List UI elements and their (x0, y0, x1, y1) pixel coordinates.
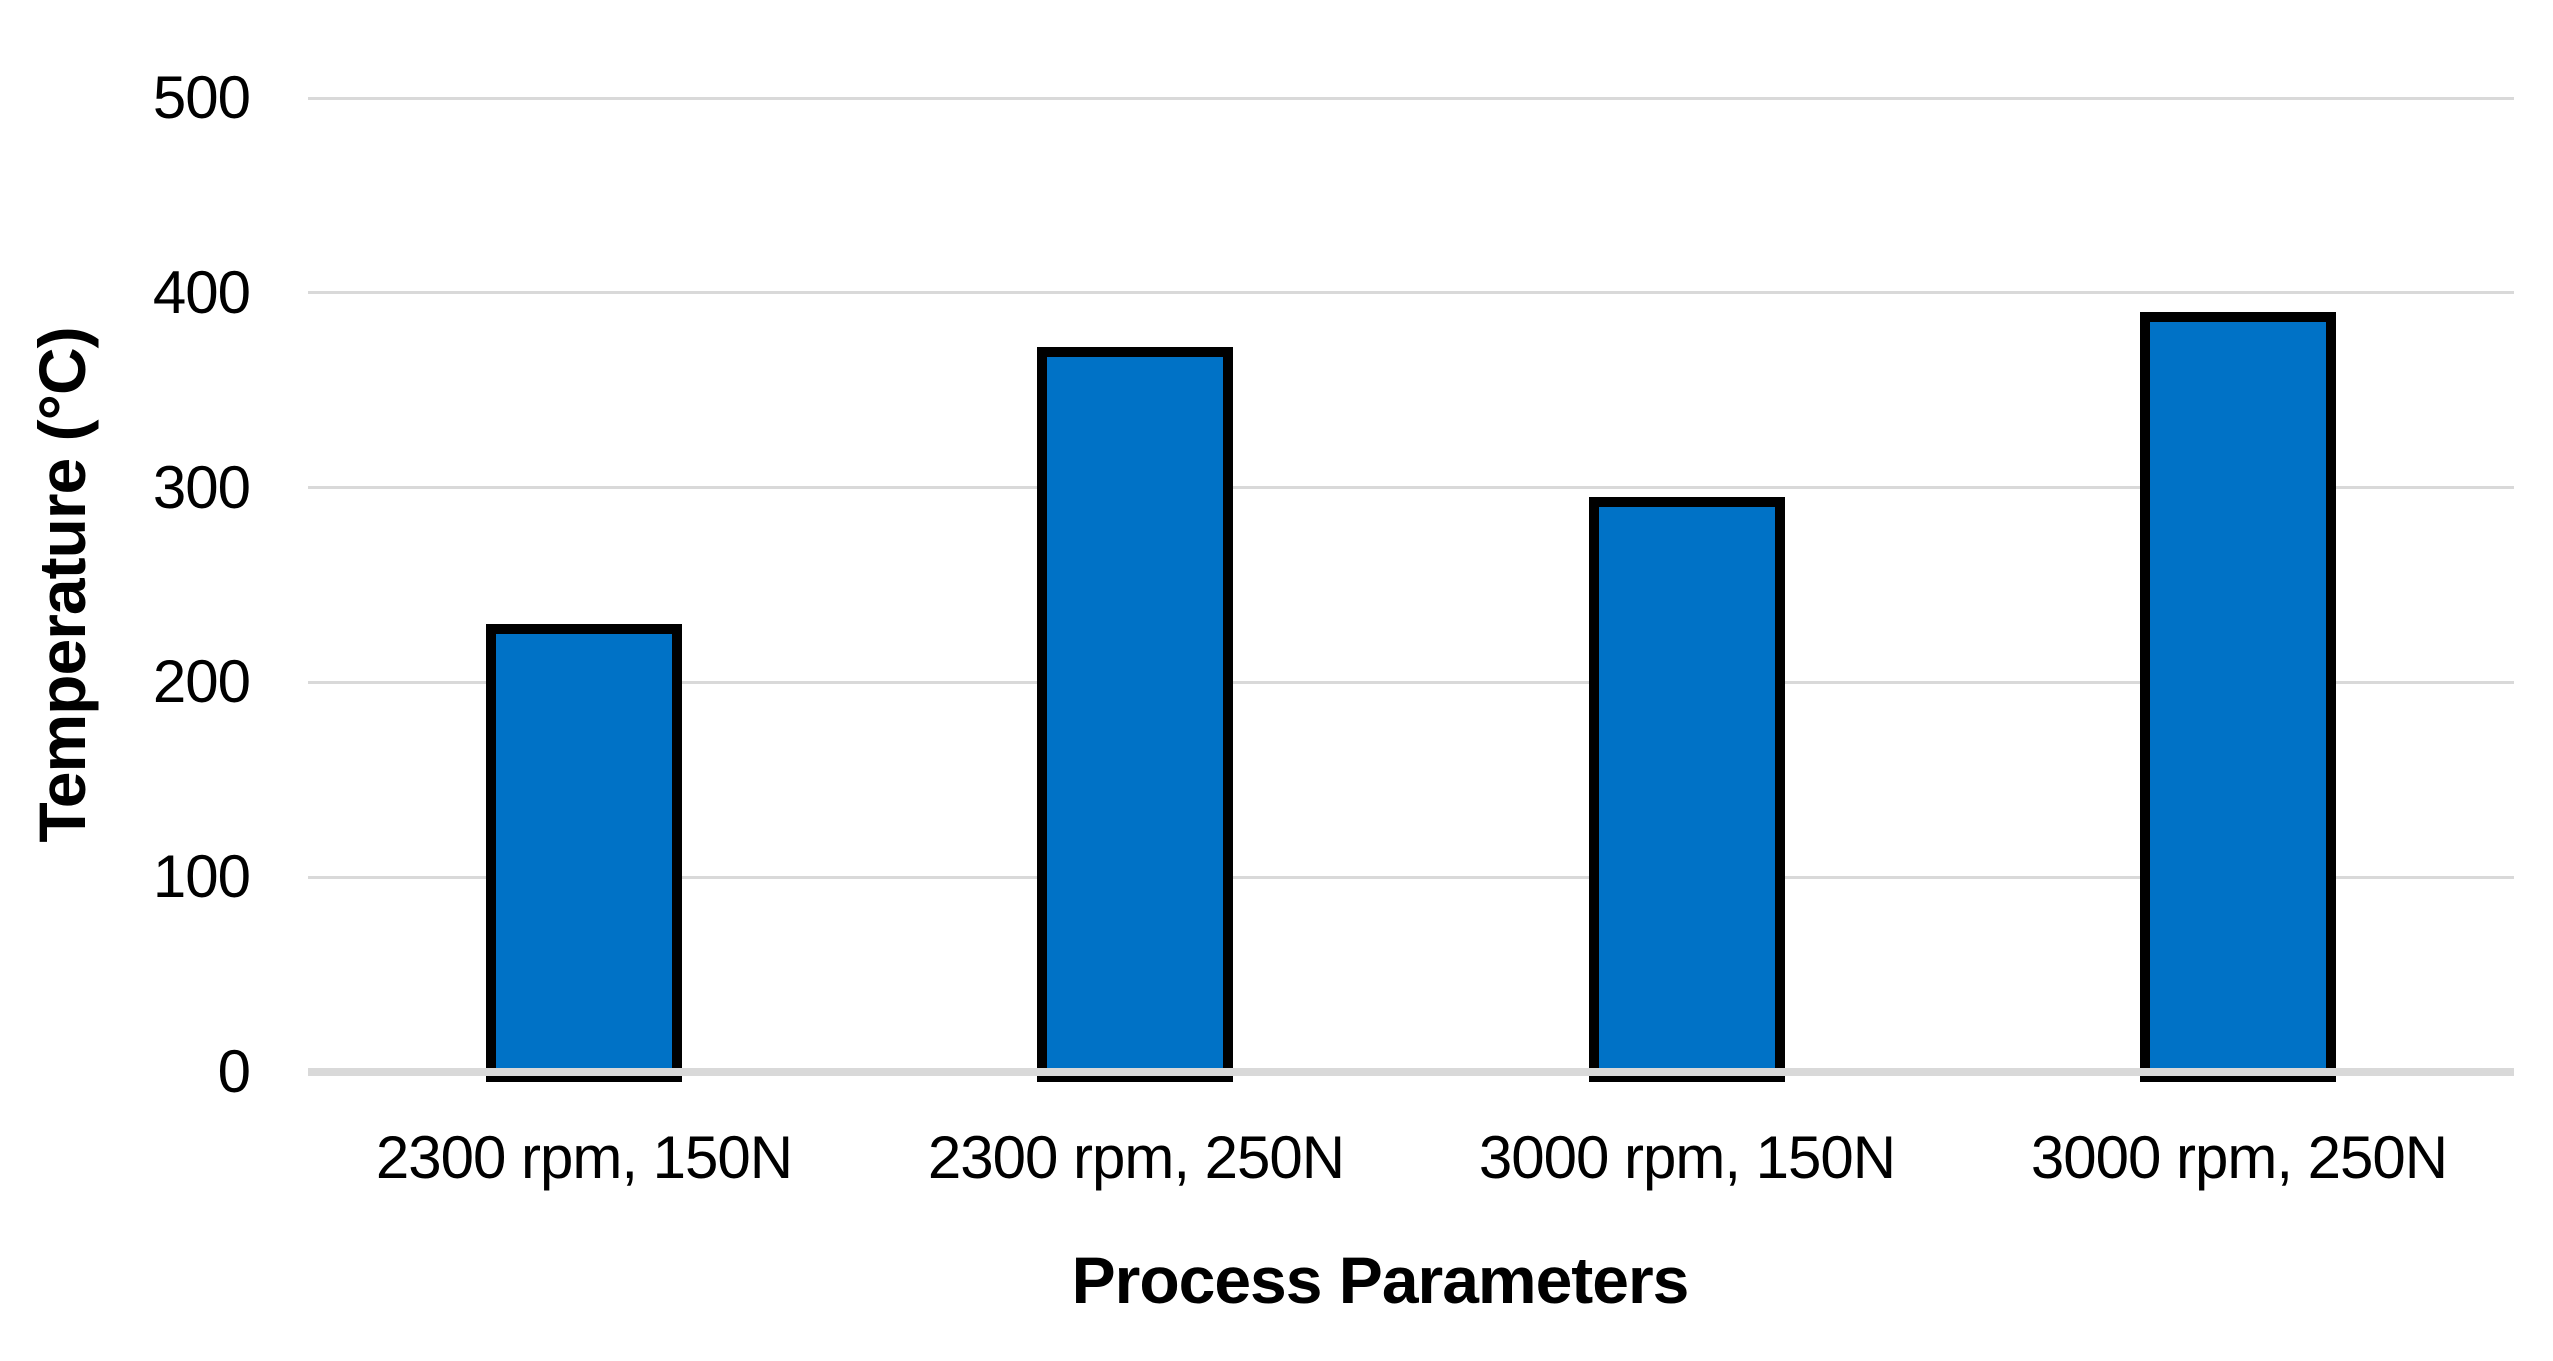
bar (1589, 497, 1785, 1082)
y-tick-label: 100 (152, 843, 251, 910)
bar (1037, 347, 1233, 1082)
y-tick-label: 500 (152, 64, 251, 131)
x-category-label: 3000 rpm, 150N (1478, 1124, 1896, 1191)
x-axis-title: Process Parameters (1071, 1243, 1690, 1317)
x-category-label: 2300 rpm, 250N (927, 1124, 1345, 1191)
x-category-label: 2300 rpm, 150N (375, 1124, 793, 1191)
gridline (308, 97, 2514, 100)
gridline (308, 486, 2514, 489)
gridline (308, 876, 2514, 879)
x-axis-zero-line (308, 1068, 2514, 1076)
y-tick-label: 400 (152, 259, 251, 326)
y-tick-label: 0 (217, 1038, 251, 1105)
bar (486, 624, 682, 1082)
gridline (308, 681, 2514, 684)
gridline (308, 291, 2514, 294)
y-axis-title: Temperature (°C) (25, 327, 99, 843)
y-tick-label: 300 (152, 454, 251, 521)
y-tick-label: 200 (152, 648, 251, 715)
x-category-label: 3000 rpm, 250N (2030, 1124, 2448, 1191)
bar (2140, 312, 2336, 1082)
